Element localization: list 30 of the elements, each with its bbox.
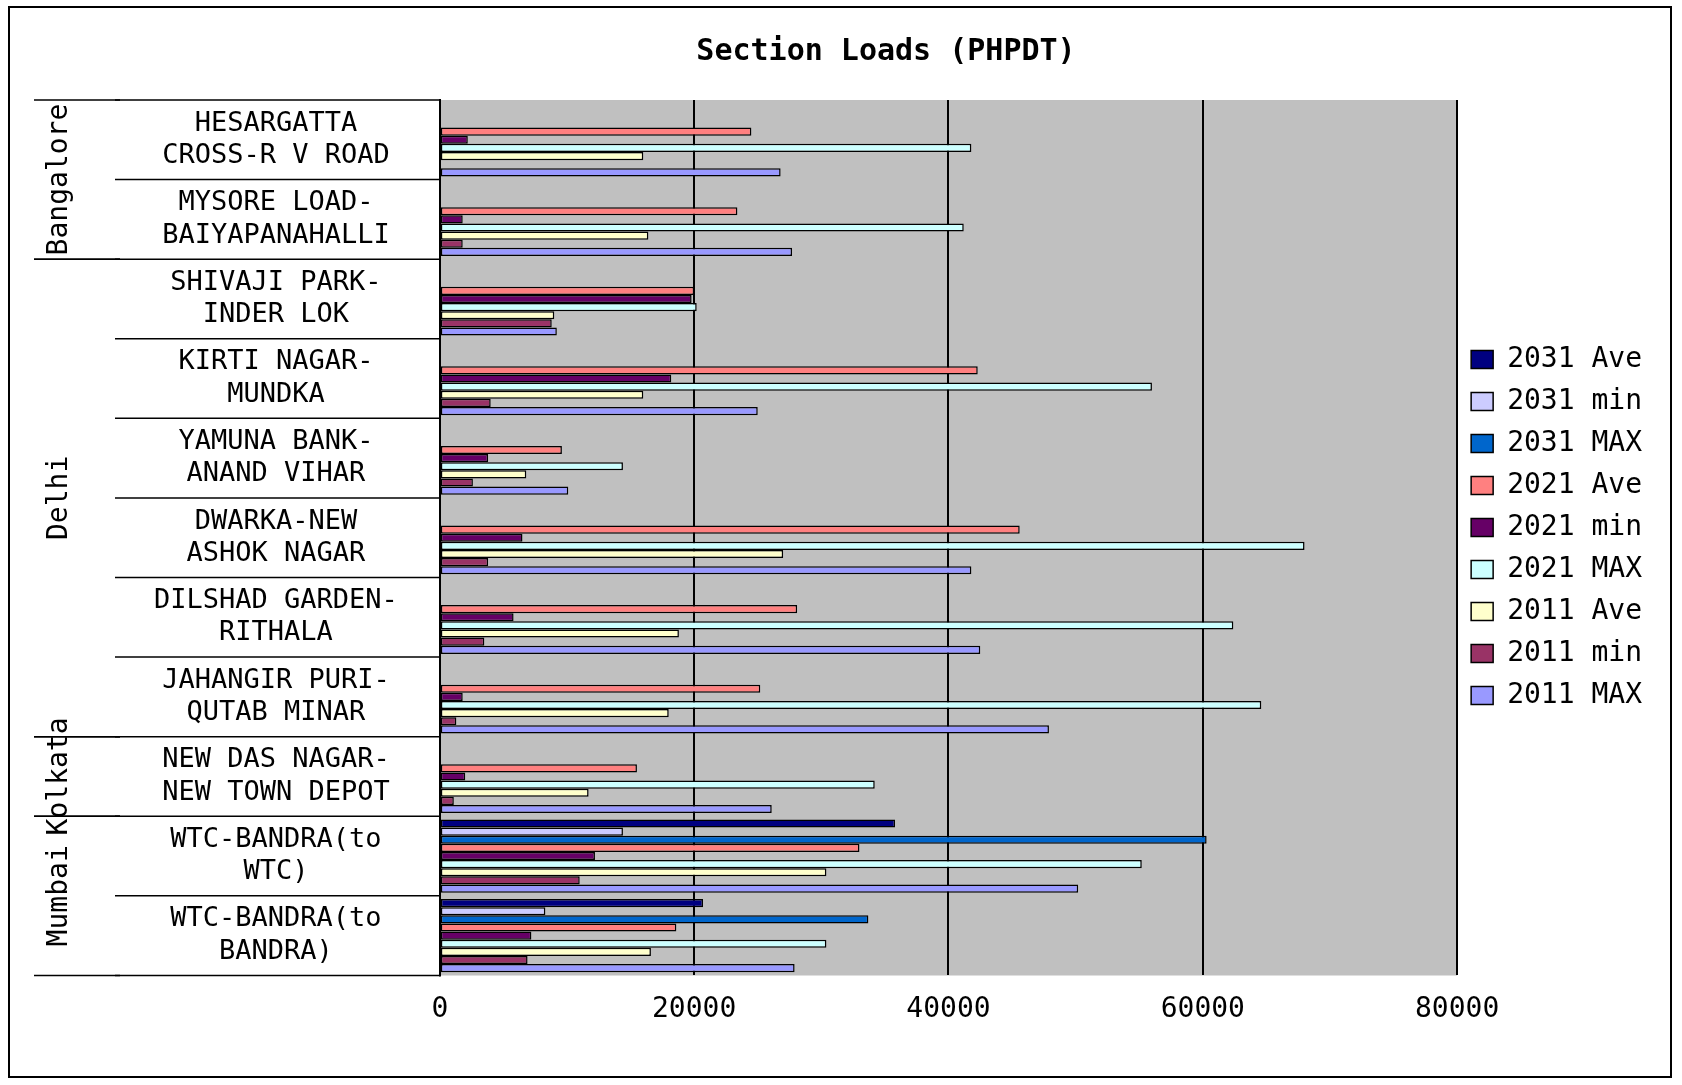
legend-label: 2011 MAX (1507, 676, 1643, 710)
legend-label: 2011 min (1507, 634, 1642, 668)
text: Bangalore (41, 103, 75, 256)
y-tick-label: MYSORE LOAD-BAIYAPANAHALLI (162, 185, 390, 249)
y-tick-label: NEW DAS NAGAR-NEW TOWN DEPOT (162, 742, 390, 806)
text: Delhi (41, 455, 75, 541)
y-tick-label: SHIVAJI PARK-INDER LOK (170, 264, 382, 329)
legend-label: 2021 min (1507, 508, 1642, 542)
text: Mumbai (41, 845, 75, 947)
y-tick-label: WTC-BANDRA(to BANDRA) (170, 901, 382, 965)
x-tick-label: 40000 (906, 991, 991, 1025)
x-tick-label: 20000 (652, 991, 737, 1025)
legend-label: 2021 Ave (1507, 466, 1642, 500)
legend-label: 2031 MAX (1507, 424, 1643, 458)
legend-label: 2011 Ave (1507, 592, 1642, 626)
x-tick-label: 60000 (1160, 991, 1245, 1025)
y-tick-label: KIRTI NAGAR-MUNDKA (178, 344, 374, 408)
x-tick-label: 0 (431, 991, 449, 1025)
y-tick-label: DWARKA-NEW ASHOK NAGAR (186, 503, 367, 567)
text: Kolkata (41, 717, 75, 836)
y-tick-label: YAMUNA BANK-ANAND VIHAR (178, 423, 374, 488)
y-tick-label: WTC-BANDRA(to WTC) (170, 821, 382, 886)
y-tick-label: JAHANGIR PURI-QUTAB MINAR (162, 662, 390, 727)
y-tick-label: DILSHAD GARDEN-RITHALA (153, 583, 398, 647)
chart-title: Section Loads (PHPDT) (696, 31, 1076, 67)
x-tick-label: 80000 (1414, 991, 1500, 1025)
legend-label: 2031 Ave (1507, 340, 1642, 374)
legend-label: 2031 min (1507, 382, 1642, 416)
y-tick-label: HESARGATTA CROSS-R V ROAD (162, 105, 390, 170)
legend-label: 2021 MAX (1507, 550, 1643, 584)
